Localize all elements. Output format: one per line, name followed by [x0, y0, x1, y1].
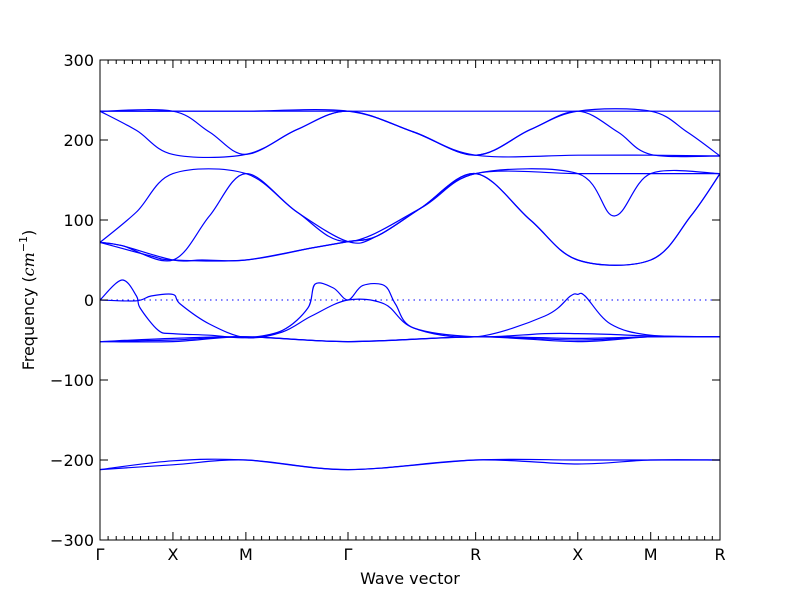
y-axis-label: Frequency (cm−1) [17, 230, 38, 371]
y-axis-label-suffix: ) [19, 230, 38, 236]
x-tick-label: X [572, 545, 583, 564]
x-tick-label: R [714, 545, 725, 564]
band-6 [99, 172, 721, 266]
y-tick-label: 100 [63, 211, 94, 230]
band-8 [99, 172, 721, 266]
y-axis-ticks: 300 200 100 0 −100 −200 −300 [50, 51, 720, 550]
x-tick-label: R [470, 545, 481, 564]
band-3 [99, 109, 721, 158]
band-2 [99, 110, 721, 159]
y-tick-label: 200 [63, 131, 94, 150]
x-tick-label: M [644, 545, 658, 564]
x-tick-label: Γ [96, 545, 105, 564]
band-7 [99, 168, 721, 262]
band-14 [99, 458, 720, 471]
x-tick-label: M [239, 545, 253, 564]
x-axis-label: Wave vector [360, 569, 460, 588]
y-tick-label: −100 [50, 371, 94, 390]
y-axis-label-unit: cm [19, 252, 38, 276]
plot-frame [99, 59, 721, 541]
band-9 [99, 279, 721, 339]
x-tick-label: Γ [344, 545, 353, 564]
y-tick-label: −300 [50, 531, 94, 550]
y-tick-label: 300 [63, 51, 94, 70]
y-tick-label: −200 [50, 451, 94, 470]
band-15 [99, 459, 721, 471]
band-10 [99, 293, 721, 339]
y-axis-label-exponent: −1 [17, 236, 30, 252]
band-13 [99, 335, 721, 343]
y-axis-label-prefix: Frequency ( [19, 276, 38, 370]
y-tick-label: 0 [84, 291, 94, 310]
band-lines [99, 108, 721, 471]
x-tick-label: X [167, 545, 178, 564]
band-5 [99, 168, 720, 244]
band-4 [100, 108, 721, 157]
